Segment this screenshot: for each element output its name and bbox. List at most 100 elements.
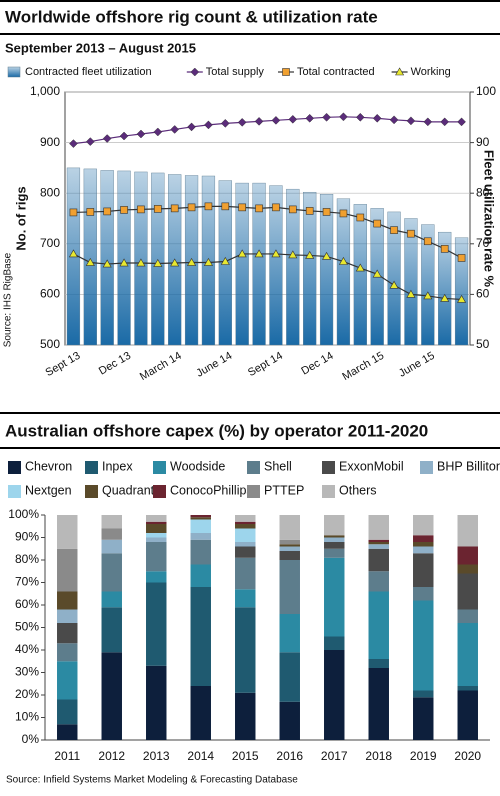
marker [440,293,450,302]
bar-segment [368,668,389,740]
bar-segment [279,560,300,614]
bar-segment [57,623,78,644]
legend-label: BHP Billiton [437,459,500,473]
bar-segment [190,519,211,533]
bar-segment [413,546,434,554]
marker [322,208,331,216]
x-tick-label: Dec 14 [299,350,335,378]
bar [421,224,435,346]
y-tick-label: 1,000 [30,84,60,98]
marker [406,116,416,126]
y2-tick-label: 80 [476,185,490,199]
bar-segment [146,542,167,572]
bar [117,170,131,346]
bar-segment [324,542,345,549]
bar [235,182,249,346]
marker [154,205,162,213]
bar-segment [324,515,345,536]
bar-segment [324,548,345,558]
marker [238,203,246,212]
legend-swatch [153,485,166,498]
x-tick-label: 2014 [187,749,214,763]
bar-segment [324,650,345,740]
marker [338,256,348,265]
marker [457,117,466,127]
bar-segment [101,652,122,740]
bar-segment [413,587,434,601]
marker [187,203,196,212]
bar-segment [457,564,478,574]
marker [69,208,78,217]
bar-segment [190,539,211,565]
y2-tick-label: 50 [476,337,490,351]
marker [373,219,381,228]
y-tick-label: 900 [40,135,60,149]
y-tick-label: 80% [15,552,39,566]
legend-swatch [85,461,98,474]
bar-segment [57,699,78,725]
marker [220,119,230,128]
bar-segment [324,537,345,542]
legend-label: ConocoPhillips [170,483,253,497]
x-tick-label: 2013 [143,749,170,763]
bar-segment [368,591,389,659]
bar [404,218,418,346]
y-tick-label: 50% [15,620,39,634]
marker [68,249,78,258]
bar-segment [413,697,434,740]
marker [119,258,129,267]
legend-label: Chevron [25,459,72,473]
bar-segment [457,573,478,610]
marker [457,254,466,262]
legend-label: ExxonMobil [339,459,404,473]
bar-segment [101,607,122,653]
y2-tick-label: 90 [476,135,490,149]
legend-label: Nextgen [25,483,72,497]
marker [103,207,111,216]
bar-segment [101,553,122,592]
y-tick-label: 20% [15,687,39,701]
y2-axis-label: Fleet utilization rate % [482,150,497,288]
bar-segment [324,636,345,650]
marker [372,269,382,278]
marker [356,213,365,222]
marker [355,263,365,272]
y-tick-label: 70% [15,575,39,589]
marker [372,113,382,123]
bar-segment [368,544,389,549]
marker [254,249,264,258]
bar-segment [235,515,256,522]
bar [454,237,469,346]
marker [237,249,247,258]
bar-segment [190,686,211,740]
legend-swatch [322,461,335,474]
x-tick-label: June 15 [397,350,437,380]
source: Source: Infield Systems Market Modeling … [6,775,298,786]
marker [119,131,129,141]
bar-segment [457,546,478,565]
marker [69,139,78,148]
bar-segment [101,515,122,529]
legend-label: Working [411,66,451,78]
marker [203,257,213,266]
marker [339,112,348,122]
marker [271,249,281,258]
legend-swatch [247,461,260,474]
y-tick-label: 60% [15,597,39,611]
marker [170,204,179,213]
y-tick-label: 40% [15,642,39,656]
bar-segment [235,521,256,524]
bar [83,168,97,346]
bar-segment [146,515,167,522]
bar-segment [235,607,256,693]
bar [269,185,283,346]
bar [353,204,367,346]
x-tick-label: 2017 [321,749,348,763]
bar-segment [368,542,389,545]
bar-segment [413,515,434,536]
legend-label: Contracted fleet utilization [25,66,152,78]
x-tick-label: March 15 [340,350,386,383]
marker [153,127,163,137]
legend-label: Others [339,483,377,497]
marker [390,226,398,234]
